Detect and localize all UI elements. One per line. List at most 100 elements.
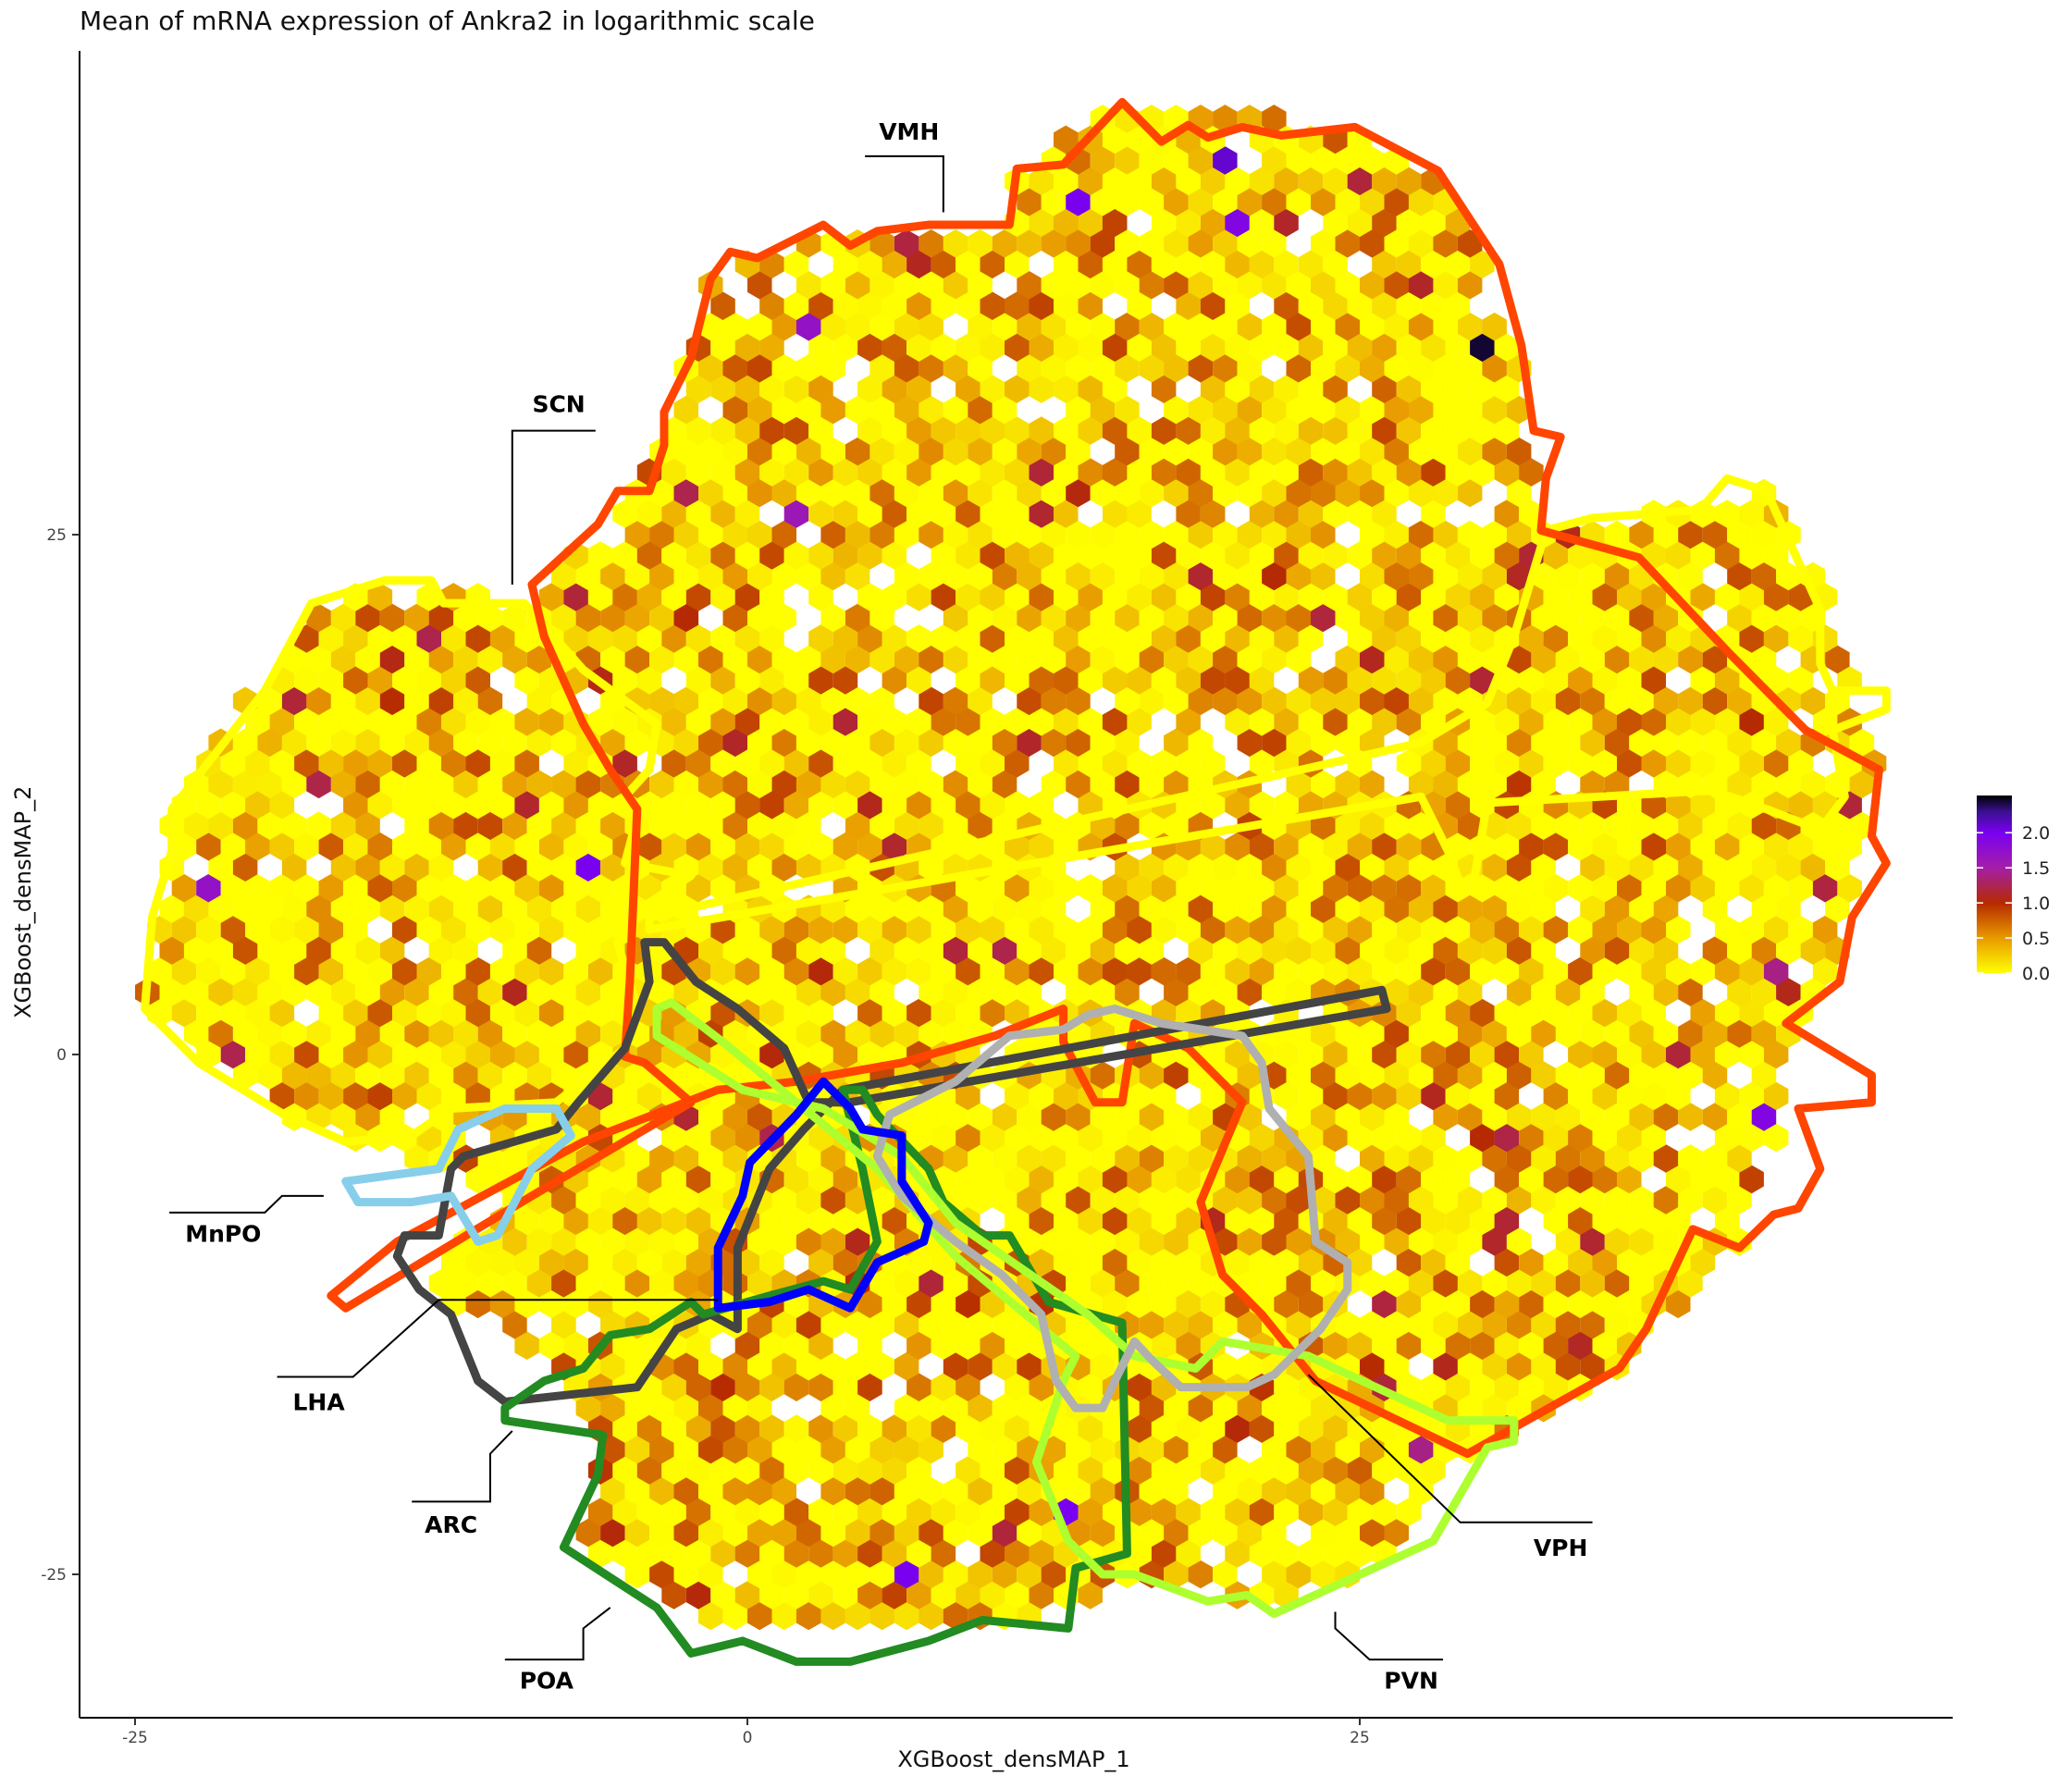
hex-cell bbox=[1311, 520, 1336, 549]
hex-cell bbox=[220, 998, 246, 1028]
hex-cell bbox=[722, 686, 747, 716]
hex-cell bbox=[1678, 978, 1703, 1006]
hex-cell bbox=[1311, 1435, 1336, 1464]
hex-cell bbox=[1188, 478, 1214, 508]
hex-cell bbox=[1102, 1289, 1128, 1319]
hex-cell bbox=[980, 624, 1005, 653]
hex-cell bbox=[1408, 520, 1434, 549]
hex-cell bbox=[1066, 561, 1091, 591]
hex-cell bbox=[281, 978, 307, 1006]
hex-cell bbox=[943, 229, 968, 258]
hex-cell bbox=[968, 1186, 993, 1215]
hex-cell bbox=[1286, 188, 1312, 216]
hex-cell bbox=[832, 250, 858, 279]
hex-cell bbox=[612, 1498, 637, 1526]
hex-cell bbox=[894, 1560, 919, 1589]
hex-cell bbox=[992, 520, 1018, 549]
hex-cell bbox=[1188, 1518, 1214, 1548]
hex-cell bbox=[832, 541, 858, 570]
hex-cell bbox=[1176, 708, 1201, 736]
hex-cell bbox=[465, 1165, 490, 1194]
hex-cell bbox=[857, 1331, 882, 1360]
hex-cell bbox=[1005, 1456, 1030, 1485]
hex-cell bbox=[747, 437, 772, 466]
hex-cell bbox=[956, 708, 980, 736]
hex-cell bbox=[465, 1040, 490, 1069]
hex-cell bbox=[502, 853, 527, 882]
hex-cell bbox=[1739, 749, 1764, 778]
hex-cell bbox=[857, 1289, 882, 1319]
hex-cell bbox=[404, 770, 429, 799]
hex-cell bbox=[1580, 1103, 1605, 1131]
hex-cell bbox=[624, 520, 650, 549]
hex-cell bbox=[612, 1456, 637, 1485]
hex-cell bbox=[1470, 956, 1495, 986]
hex-cell bbox=[1457, 353, 1483, 383]
hex-cell bbox=[330, 645, 356, 674]
hex-cell bbox=[355, 894, 380, 923]
hex-cell bbox=[1470, 1040, 1495, 1069]
region-label-arc: ARC bbox=[425, 1511, 477, 1538]
hex-cell bbox=[587, 708, 613, 736]
hex-cell bbox=[1249, 1498, 1275, 1526]
hex-cell bbox=[1641, 749, 1666, 778]
hex-cell bbox=[1005, 1331, 1030, 1360]
hex-cell bbox=[453, 1061, 478, 1090]
hex-cell bbox=[1690, 873, 1715, 903]
hex-cell bbox=[1494, 1373, 1520, 1401]
hex-cell bbox=[1592, 1248, 1618, 1277]
hex-cell bbox=[183, 811, 209, 840]
hex-cell bbox=[906, 1123, 931, 1153]
hex-cell bbox=[1237, 520, 1263, 549]
hex-cell bbox=[208, 936, 233, 965]
hex-cell bbox=[538, 790, 564, 820]
hex-cell bbox=[1139, 1269, 1165, 1298]
hex-cell bbox=[575, 603, 601, 633]
hex-cell bbox=[808, 1373, 833, 1401]
hex-cell bbox=[526, 978, 552, 1006]
hex-cell bbox=[600, 853, 625, 882]
hex-cell bbox=[1702, 1186, 1728, 1215]
hex-cell bbox=[269, 832, 295, 861]
hex-cell bbox=[1225, 333, 1250, 362]
hex-cell bbox=[1151, 166, 1177, 196]
hex-cell bbox=[1139, 1310, 1165, 1339]
hex-cell bbox=[1151, 416, 1177, 445]
hex-cell bbox=[232, 770, 258, 799]
hex-cell bbox=[563, 1331, 588, 1360]
hex-cell bbox=[343, 915, 368, 944]
hex-cell bbox=[1237, 645, 1263, 674]
hex-cell bbox=[1262, 936, 1287, 965]
hex-cell bbox=[894, 1019, 919, 1048]
hex-cell bbox=[1176, 749, 1201, 778]
hex-cell bbox=[1592, 1206, 1618, 1236]
hex-cell bbox=[685, 1456, 711, 1485]
hex-cell bbox=[1017, 978, 1042, 1006]
hex-cell bbox=[1078, 333, 1103, 362]
hex-cell bbox=[1262, 229, 1287, 258]
hex-cell bbox=[489, 1289, 515, 1319]
hex-cell bbox=[1347, 1331, 1373, 1360]
hex-cell bbox=[1164, 1269, 1189, 1298]
hex-cell bbox=[1176, 416, 1201, 445]
hex-cell bbox=[1849, 770, 1875, 799]
hex-cell bbox=[673, 770, 699, 799]
hex-cell bbox=[1372, 583, 1397, 611]
hex-cell bbox=[1237, 978, 1263, 1006]
hex-cell bbox=[919, 936, 944, 965]
hex-cell bbox=[1139, 520, 1165, 549]
hex-cell bbox=[1298, 1539, 1324, 1568]
hex-cell bbox=[1727, 520, 1752, 549]
hex-cell bbox=[1445, 1081, 1471, 1111]
hex-cell bbox=[1054, 166, 1079, 196]
hex-cell bbox=[1237, 188, 1263, 216]
hex-cell bbox=[992, 603, 1018, 633]
hex-cell bbox=[1323, 873, 1348, 903]
hex-cell bbox=[477, 1061, 503, 1090]
hex-cell bbox=[1029, 541, 1054, 570]
hex-cell bbox=[1714, 998, 1740, 1028]
hex-cell bbox=[1457, 978, 1483, 1006]
x-axis-label: XGBoost_densMAP_1 bbox=[897, 1746, 1130, 1772]
hex-cell bbox=[1347, 333, 1373, 362]
hex-cell bbox=[857, 708, 882, 736]
